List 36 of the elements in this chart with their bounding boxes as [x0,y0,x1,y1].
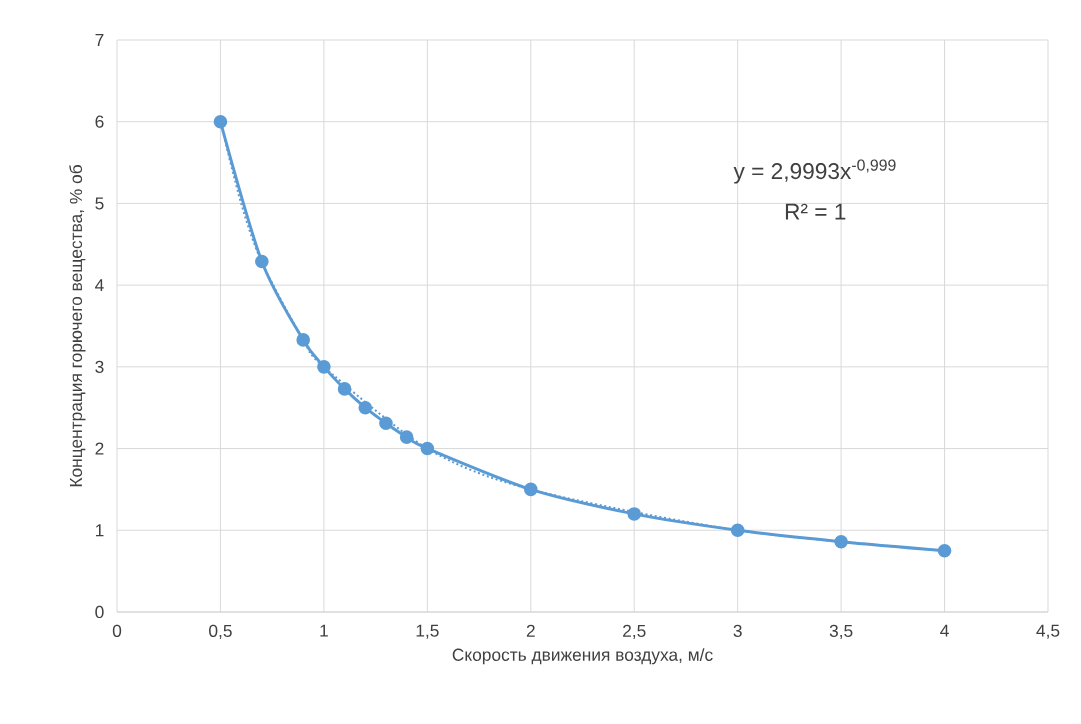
x-tick-label: 4 [940,624,949,637]
y-tick-label: 1 [95,524,104,537]
y-tick-label: 3 [95,360,104,373]
point [420,441,435,456]
point [317,360,331,374]
y-tick-label: 2 [95,442,104,455]
x-tick-label: 1,5 [416,624,439,639]
point [627,507,642,521]
x-tick-label: 1 [320,624,328,637]
point [337,382,352,396]
x-tick-label: 0,5 [209,624,232,640]
y-tick-label: 4 [95,279,104,292]
point [379,416,393,431]
point [399,430,414,444]
y-tick-label: 0 [95,605,104,619]
point [523,482,538,497]
y-tick-label: 6 [95,115,104,128]
x-tick-label: 3 [733,624,742,637]
y-tick-label: 7 [95,34,104,46]
x-tick-label: 2,5 [623,624,646,640]
point [834,534,848,549]
point [358,400,373,415]
point [296,333,311,347]
x-tick-label: 0 [112,624,122,637]
annotation: y = 2,9993x$^{-0,999}$ [733,159,896,184]
x-tick-label: 2 [526,624,535,637]
point [255,254,269,269]
y-axis-title: Концентрация горючего вещества, % об [69,165,86,487]
x-axis-title: Скорость движения воздуха, м/с [452,648,713,665]
annotation: R² = 1 [785,203,846,220]
x-tick-label: 3,5 [829,624,853,640]
y-tick-label: 5 [95,197,104,210]
x-tick-label: 4,5 [1036,624,1060,639]
point [937,543,952,558]
point [730,523,745,538]
point [213,114,228,129]
